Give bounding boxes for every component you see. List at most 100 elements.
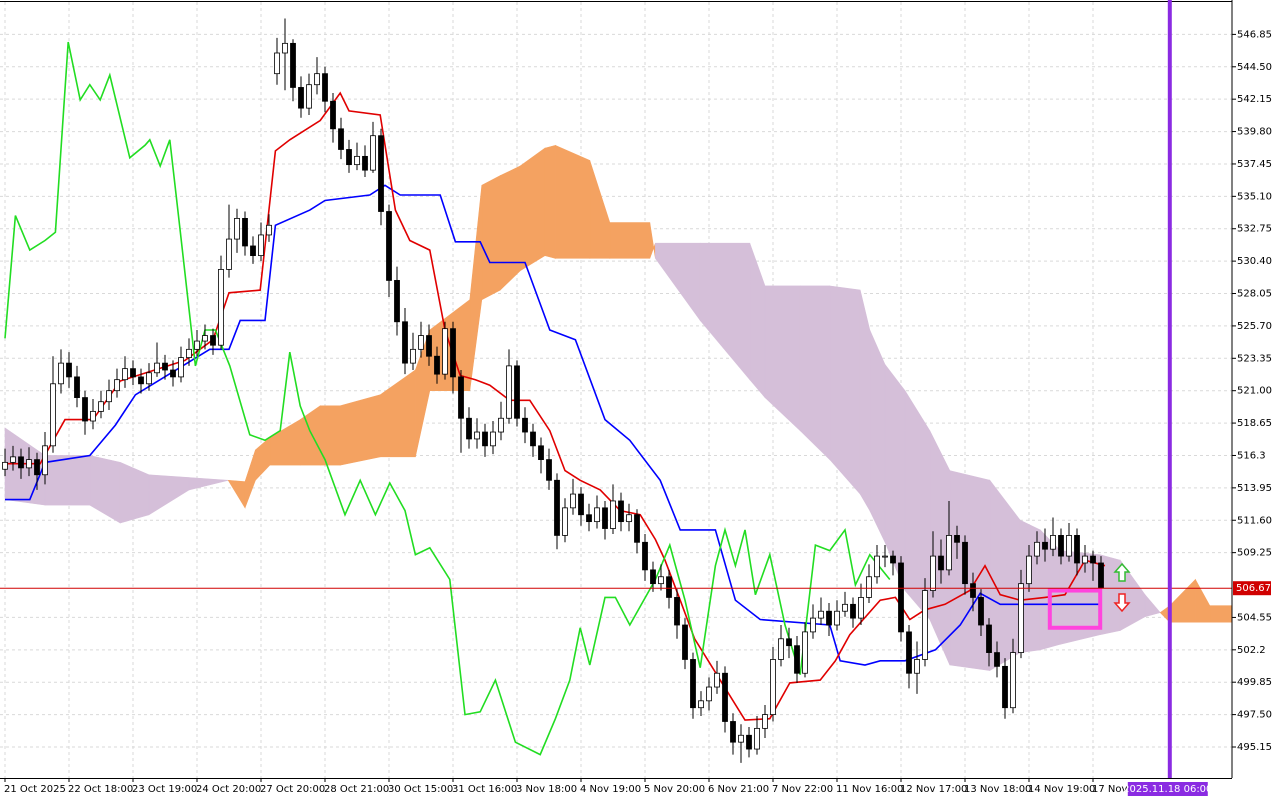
candle-body <box>34 459 40 476</box>
cloud-segment <box>1059 550 1101 645</box>
candle-body <box>562 507 568 536</box>
time-marker-label: 2025.11.18 06:00 <box>1123 784 1212 795</box>
x-tick-label: 24 Oct 20:00 <box>196 784 261 795</box>
candle-body <box>250 245 256 257</box>
candle-body <box>210 335 216 346</box>
candle-body <box>618 500 624 523</box>
candle-body <box>10 456 16 463</box>
candle-body <box>90 410 96 422</box>
y-tick-label: 518.65 <box>1237 418 1272 429</box>
candle-body <box>810 617 816 633</box>
candle-body <box>554 479 560 536</box>
candle-body <box>762 714 768 729</box>
candle-body <box>890 555 896 564</box>
candle-body <box>290 42 296 88</box>
candle-body <box>674 597 680 626</box>
y-tick-label: 502.2 <box>1237 645 1266 656</box>
candle-body <box>1050 535 1056 550</box>
candle-body <box>178 357 184 378</box>
candle-body <box>202 335 208 342</box>
cloud-segment <box>869 329 886 543</box>
candle-body <box>218 268 224 346</box>
candle-body <box>610 500 616 529</box>
x-tick-label: 14 Nov 19:00 <box>1028 784 1095 795</box>
x-tick-label: 11 Nov 16:00 <box>836 784 903 795</box>
axes <box>0 0 1233 779</box>
indicator-line <box>4 41 891 756</box>
candle-body <box>50 383 56 447</box>
x-tick-label: 31 Oct 16:00 <box>452 784 517 795</box>
x-tick-label: 4 Nov 19:00 <box>580 784 641 795</box>
candle-body <box>394 280 400 323</box>
candle-body <box>170 369 176 378</box>
candle-body <box>1098 562 1104 589</box>
signal-arrows <box>1113 562 1131 613</box>
candle-body <box>74 376 80 398</box>
candle-body <box>866 576 872 598</box>
candle-body <box>106 390 112 403</box>
indicator-line <box>5 184 1101 666</box>
cloud-segment <box>481 175 501 301</box>
x-tick-label: 3 Nov 18:00 <box>516 784 577 795</box>
candle-body <box>482 431 488 447</box>
candle-body <box>530 431 536 447</box>
candle-body <box>82 397 88 422</box>
candle-body <box>962 541 968 585</box>
candle-body <box>138 376 144 385</box>
candle-body <box>522 417 528 433</box>
x-tick-label: 5 Nov 20:00 <box>644 784 705 795</box>
y-tick-label: 513.95 <box>1237 483 1272 494</box>
sell-arrow <box>1113 593 1131 613</box>
candle-body <box>330 100 336 130</box>
candle-body <box>1026 555 1032 585</box>
candle-body <box>1082 555 1088 564</box>
candle-body <box>834 610 840 626</box>
cloud-segment <box>799 285 831 461</box>
candle-body <box>546 459 552 481</box>
candle-body <box>114 379 120 392</box>
candle-body <box>122 368 128 381</box>
candle-body <box>922 590 928 660</box>
y-tick-label: 511.60 <box>1237 515 1272 526</box>
candle-body <box>1010 652 1016 709</box>
y-tick-label: 509.25 <box>1237 548 1272 559</box>
candle-body <box>770 659 776 715</box>
x-tick-label: 13 Nov 18:00 <box>964 784 1031 795</box>
y-tick-label: 539.80 <box>1237 127 1272 138</box>
candle-body <box>586 514 592 523</box>
y-tick-label: 495.15 <box>1237 742 1272 753</box>
candle-body <box>2 461 8 470</box>
candle-body <box>682 624 688 660</box>
candle-body <box>946 535 952 571</box>
candle-body <box>898 562 904 633</box>
x-tick-label: 23 Oct 19:00 <box>132 784 197 795</box>
candle-body <box>234 217 240 240</box>
x-tick-label: 28 Oct 21:00 <box>324 784 389 795</box>
candle-body <box>338 128 344 150</box>
candle-body <box>130 368 136 378</box>
candle-body <box>786 638 792 647</box>
candle-body <box>410 348 416 364</box>
candle-body <box>602 507 608 529</box>
x-tick-label: 30 Oct 15:00 <box>388 784 453 795</box>
candle-body <box>986 624 992 653</box>
cloud-segment <box>44 455 91 506</box>
candle-body <box>18 456 24 469</box>
candle-body <box>154 362 160 374</box>
x-tick-label: 17 Nov 20:00 <box>1092 784 1159 795</box>
cloud-segment <box>519 147 546 272</box>
candle-body <box>362 155 368 171</box>
y-tick-label: 537.45 <box>1237 159 1272 170</box>
y-tick-label: 528.05 <box>1237 289 1272 300</box>
candle-body <box>930 555 936 591</box>
current-price-label: 506.67 <box>1236 583 1271 594</box>
candle-body <box>386 211 392 281</box>
candle-body <box>754 727 760 750</box>
candle-body <box>826 610 832 626</box>
y-tick-label: 504.55 <box>1237 612 1272 623</box>
cloud-segment <box>499 165 521 291</box>
candle-body <box>402 321 408 364</box>
candle-body <box>258 234 264 257</box>
candle-body <box>698 700 704 709</box>
candle-body <box>346 149 352 166</box>
